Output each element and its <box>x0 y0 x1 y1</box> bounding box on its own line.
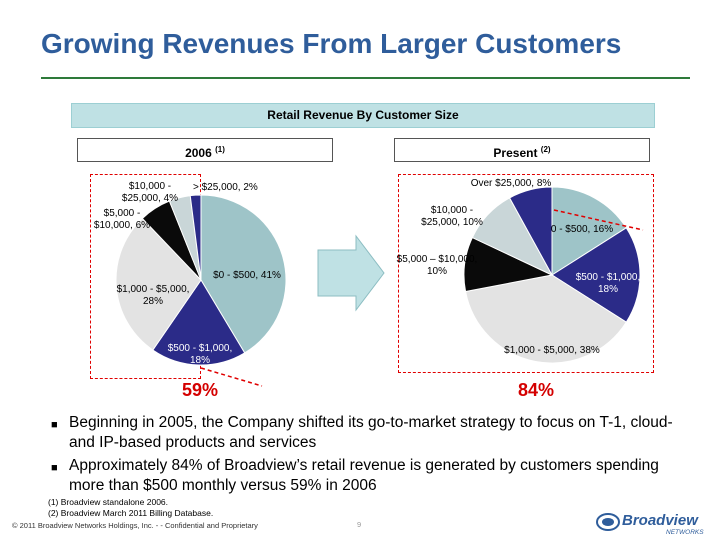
pie-slice-label: $5,000 – $10,000, 10% <box>397 254 478 277</box>
right-year-header: Present (2) <box>394 138 650 162</box>
right-percent: 84% <box>518 380 555 400</box>
title-rule <box>41 77 690 79</box>
left-year-header: 2006 (1) <box>77 138 333 162</box>
arrow-shape <box>317 234 385 312</box>
pie-slice <box>551 227 641 323</box>
pie-slice <box>200 194 287 354</box>
pie-slice-label: $1,000 - $5,000, 38% <box>504 345 600 356</box>
pie-slice <box>189 194 202 281</box>
bullet-text: Approximately 84% of Broadview’s retail … <box>69 457 659 494</box>
page-number: 9 <box>357 520 362 529</box>
copyright-footer: © 2011 Broadview Networks Holdings, Inc.… <box>12 521 258 530</box>
right-year-note: (2) <box>540 145 551 154</box>
pie-slice-label: Over $25,000, 8% <box>471 178 552 189</box>
logo-name: Broadview <box>622 512 699 529</box>
footnote-2: (2) Broadview March 2011 Billing Databas… <box>48 508 214 518</box>
bullet-square-icon: ■ <box>51 462 58 474</box>
pie-slice-label: $10,000 -$25,000, 4% <box>122 181 178 204</box>
left-percent: 59% <box>182 380 219 400</box>
right-dashed-box <box>398 174 654 373</box>
right-year-label: Present <box>493 146 538 160</box>
slide-title: Growing Revenues From Larger Customers <box>41 28 622 59</box>
bullet-square-icon: ■ <box>51 419 58 431</box>
footnotes: (1) Broadview standalone 2006. (2) Broad… <box>48 497 213 519</box>
broadview-logo: Broadview NETWORKS <box>596 512 704 536</box>
pie-slice-label: $0 - $500, 41% <box>213 270 281 281</box>
left-year-note: (1) <box>215 145 225 154</box>
footnote-1: (1) Broadview standalone 2006. <box>48 497 169 507</box>
pie-slice-label: $5,000 -$10,000, 6% <box>94 208 150 231</box>
left-year-label: 2006 <box>185 146 212 160</box>
pie-slice-label: $10,000 -$25,000, 10% <box>421 205 483 228</box>
logo-sub: NETWORKS <box>666 529 704 536</box>
pie-present: 0 - $500, 16% $500 - $1,000, 18% $1,000 - $… <box>397 178 641 364</box>
pie-slice-label: $500 - $1,000, 18% <box>576 272 641 295</box>
pie-slice <box>551 186 627 276</box>
bullet-list: ■ Beginning in 2005, the Company shifted… <box>47 413 687 499</box>
pie-slice <box>152 279 246 366</box>
right-diagonal-dash <box>553 209 644 231</box>
pie-slice-label: $1,000 - $5,000, 28% <box>117 284 190 307</box>
pie-slice <box>464 274 627 364</box>
bullet-item: ■ Beginning in 2005, the Company shifted… <box>47 413 687 452</box>
pie-slice-label: > $25,000, 2% <box>193 182 258 193</box>
pie-slice <box>508 186 553 276</box>
pie-slice-label: $500 - $1,000, 18% <box>168 343 233 366</box>
pie-2006: $0 - $500, 41% $500 - $1,000, 18% $1,000 - … <box>94 181 287 366</box>
bullet-text: Beginning in 2005, the Company shifted i… <box>69 414 673 451</box>
pie-slice <box>115 217 202 351</box>
pie-slice-label: 0 - $500, 16% <box>551 224 613 235</box>
chart-banner: Retail Revenue By Customer Size <box>71 103 655 128</box>
bullet-item: ■ Approximately 84% of Broadview’s retai… <box>47 456 687 495</box>
left-diagonal-dash <box>200 367 263 387</box>
